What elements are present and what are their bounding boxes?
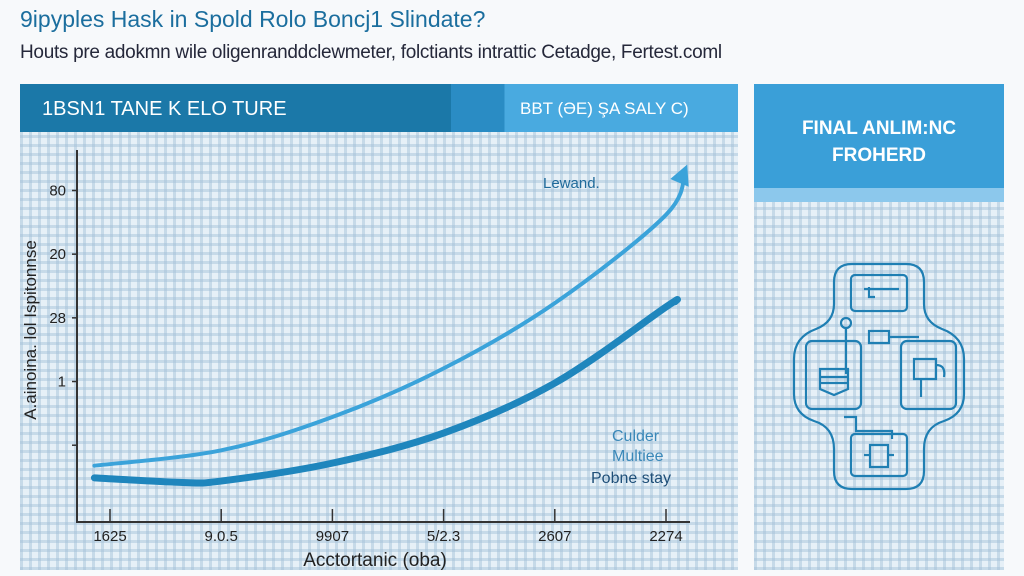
y-tick-label: 1	[58, 374, 66, 391]
annotation-culder: Culder	[612, 428, 660, 445]
y-tick-label: 20	[49, 246, 66, 263]
series-line-2	[90, 296, 681, 487]
x-axis-label: Acctortanic (oba)	[303, 550, 447, 571]
chart-panel-right-label: BBT (ƏE) ŞA SALY C)	[520, 99, 689, 118]
y-tick-label: 28	[49, 310, 66, 327]
chart-panel-title: 1BSN1 TANE K ELO TURE	[42, 98, 287, 120]
x-tick-label: 9.0.5	[205, 528, 238, 545]
side-panel-divider	[754, 188, 1004, 202]
side-panel-title-line2: FROHERD	[832, 145, 926, 166]
x-tick-label: 2607	[538, 528, 571, 545]
x-tick-label: 9907	[316, 528, 349, 545]
chart-panel-header: 1BSN1 TANE K ELO TURE BBT (ƏE) ŞA SALY C…	[20, 84, 738, 132]
side-panel: FINAL ANLIM:NC FROHERD	[754, 84, 1004, 570]
page-title: 9ipyples Hask in Spold Rolo Boncj1 Slind…	[20, 6, 486, 32]
page-subtitle: Houts pre adokmn wile oligenranddclewmet…	[20, 42, 722, 63]
arrow-head-icon	[670, 164, 689, 187]
annotation-lewand: Lewand.	[543, 175, 600, 192]
side-panel-header: FINAL ANLIM:NC FROHERD	[754, 84, 1004, 188]
x-tick-label: 2274	[649, 528, 682, 545]
annotation-multiee: Multiee	[612, 448, 664, 465]
series-line-1	[92, 168, 687, 468]
chart-panel: 1BSN1 TANE K ELO TURE BBT (ƏE) ŞA SALY C…	[20, 84, 738, 570]
side-panel-title-line1: FINAL ANLIM:NC	[801, 118, 957, 139]
annotation-pobne-stay: Pobne stay	[591, 470, 671, 487]
y-axis-label: A.ainoina. lol Ispitonnse	[21, 240, 40, 420]
x-tick-label: 5/2.3	[427, 528, 460, 545]
x-tick-label: 1625	[93, 528, 126, 545]
workflow-cycle-diagram-icon	[792, 262, 966, 491]
y-tick-label: 80	[49, 182, 66, 199]
